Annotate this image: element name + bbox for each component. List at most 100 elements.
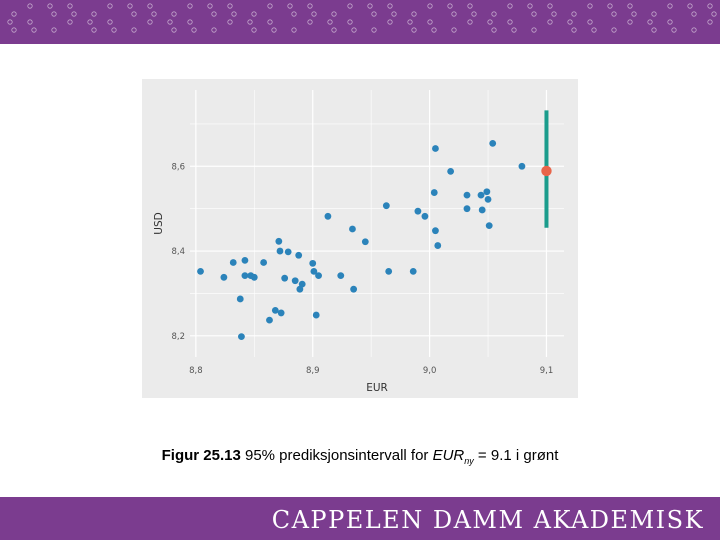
- pattern-dot: [331, 11, 337, 17]
- data-point: [277, 309, 285, 317]
- pattern-dot: [51, 27, 57, 33]
- pattern-dot: [507, 3, 513, 9]
- pattern-dot: [91, 11, 97, 17]
- pattern-dot: [131, 27, 137, 33]
- pattern-dot: [131, 11, 137, 17]
- pattern-dot: [11, 11, 17, 17]
- x-axis-label: EUR: [366, 382, 388, 394]
- prediction-point: [541, 165, 552, 177]
- data-point: [430, 189, 438, 196]
- pattern-dot: [407, 19, 413, 25]
- pattern-dot: [187, 19, 193, 25]
- pattern-dot: [591, 27, 597, 33]
- pattern-dot: [31, 27, 37, 33]
- pattern-dot: [491, 27, 497, 33]
- data-point: [238, 333, 245, 341]
- data-point: [229, 259, 237, 266]
- caption-variable: EURny: [433, 447, 474, 466]
- pattern-dot: [211, 11, 217, 17]
- data-point: [276, 247, 284, 255]
- pattern-dot: [27, 3, 33, 9]
- pattern-dot: [247, 19, 253, 25]
- pattern-dot: [347, 3, 353, 9]
- data-point: [197, 267, 204, 275]
- pattern-dot: [691, 27, 697, 33]
- y-tick-label: 8,2: [171, 332, 185, 342]
- x-tick-label: 9,0: [423, 366, 437, 376]
- data-point: [382, 202, 390, 210]
- pattern-dot: [511, 27, 517, 33]
- pattern-dot: [171, 11, 177, 17]
- x-tick-label: 8,8: [189, 366, 203, 376]
- pattern-dot: [331, 27, 337, 33]
- pattern-dot: [47, 3, 53, 9]
- pattern-dot: [307, 3, 313, 9]
- data-point: [266, 316, 273, 324]
- pattern-dot: [551, 11, 557, 17]
- brand-logo-text: CAPPELEN DAMM AKADEMISK: [271, 506, 704, 534]
- pattern-dot: [311, 11, 317, 17]
- pattern-dot: [547, 19, 553, 25]
- pattern-dot: [711, 11, 717, 17]
- y-tick-label: 8,6: [171, 162, 185, 172]
- data-point: [478, 206, 486, 214]
- data-point: [432, 227, 439, 235]
- pattern-dot: [111, 27, 117, 33]
- caption-variable-sub: ny: [464, 456, 474, 466]
- pattern-dot: [667, 3, 673, 9]
- pattern-dot: [547, 3, 553, 9]
- pattern-dot: [327, 19, 333, 25]
- data-point: [350, 285, 358, 293]
- pattern-dot: [571, 27, 577, 33]
- pattern-dot: [411, 27, 417, 33]
- pattern-dot: [67, 3, 73, 9]
- pattern-dot: [251, 11, 257, 17]
- chart-svg: 8,8 8,9 9,0 9,1 8,2 8,4 8,6 EUR USD: [153, 90, 564, 394]
- data-point: [295, 251, 303, 259]
- pattern-dot: [251, 27, 257, 33]
- pattern-dot: [471, 11, 477, 17]
- data-point: [337, 272, 345, 280]
- pattern-dot: [227, 3, 233, 9]
- data-point: [275, 237, 283, 245]
- pattern-dot: [587, 19, 593, 25]
- pattern-dot: [531, 11, 537, 17]
- pattern-dot: [611, 27, 617, 33]
- x-tick-label: 9,1: [540, 366, 554, 376]
- pattern-dot: [647, 19, 653, 25]
- pattern-dot: [347, 19, 353, 25]
- data-point: [315, 272, 322, 280]
- pattern-dot: [271, 27, 277, 33]
- data-point: [241, 256, 249, 264]
- pattern-dot: [367, 3, 373, 9]
- pattern-dot: [651, 11, 657, 17]
- data-point: [309, 259, 317, 267]
- pattern-dot: [11, 27, 17, 33]
- data-point: [518, 162, 526, 170]
- data-point: [477, 191, 485, 199]
- pattern-dot: [371, 27, 377, 33]
- scatter-chart: 8,8 8,9 9,0 9,1 8,2 8,4 8,6 EUR USD: [142, 79, 578, 398]
- pattern-dot: [127, 3, 133, 9]
- data-point: [484, 195, 492, 203]
- pattern-dot: [427, 19, 433, 25]
- pattern-dot: [667, 19, 673, 25]
- pattern-dot: [187, 3, 193, 9]
- plot-panel: [190, 90, 564, 357]
- data-point: [291, 277, 299, 285]
- top-decorative-band: [0, 0, 720, 44]
- data-point: [485, 222, 493, 230]
- data-point: [385, 267, 393, 275]
- pattern-dot: [351, 27, 357, 33]
- data-point: [483, 188, 491, 196]
- pattern-dot: [267, 19, 273, 25]
- data-point: [432, 145, 439, 152]
- data-point: [271, 306, 279, 314]
- pattern-dot: [531, 27, 537, 33]
- pattern-dot: [91, 27, 97, 33]
- data-point: [220, 273, 228, 281]
- pattern-dot: [231, 11, 237, 17]
- data-point: [281, 274, 289, 282]
- caption-text-after: = 9.1 i grønt: [473, 447, 559, 464]
- pattern-dot: [7, 19, 13, 25]
